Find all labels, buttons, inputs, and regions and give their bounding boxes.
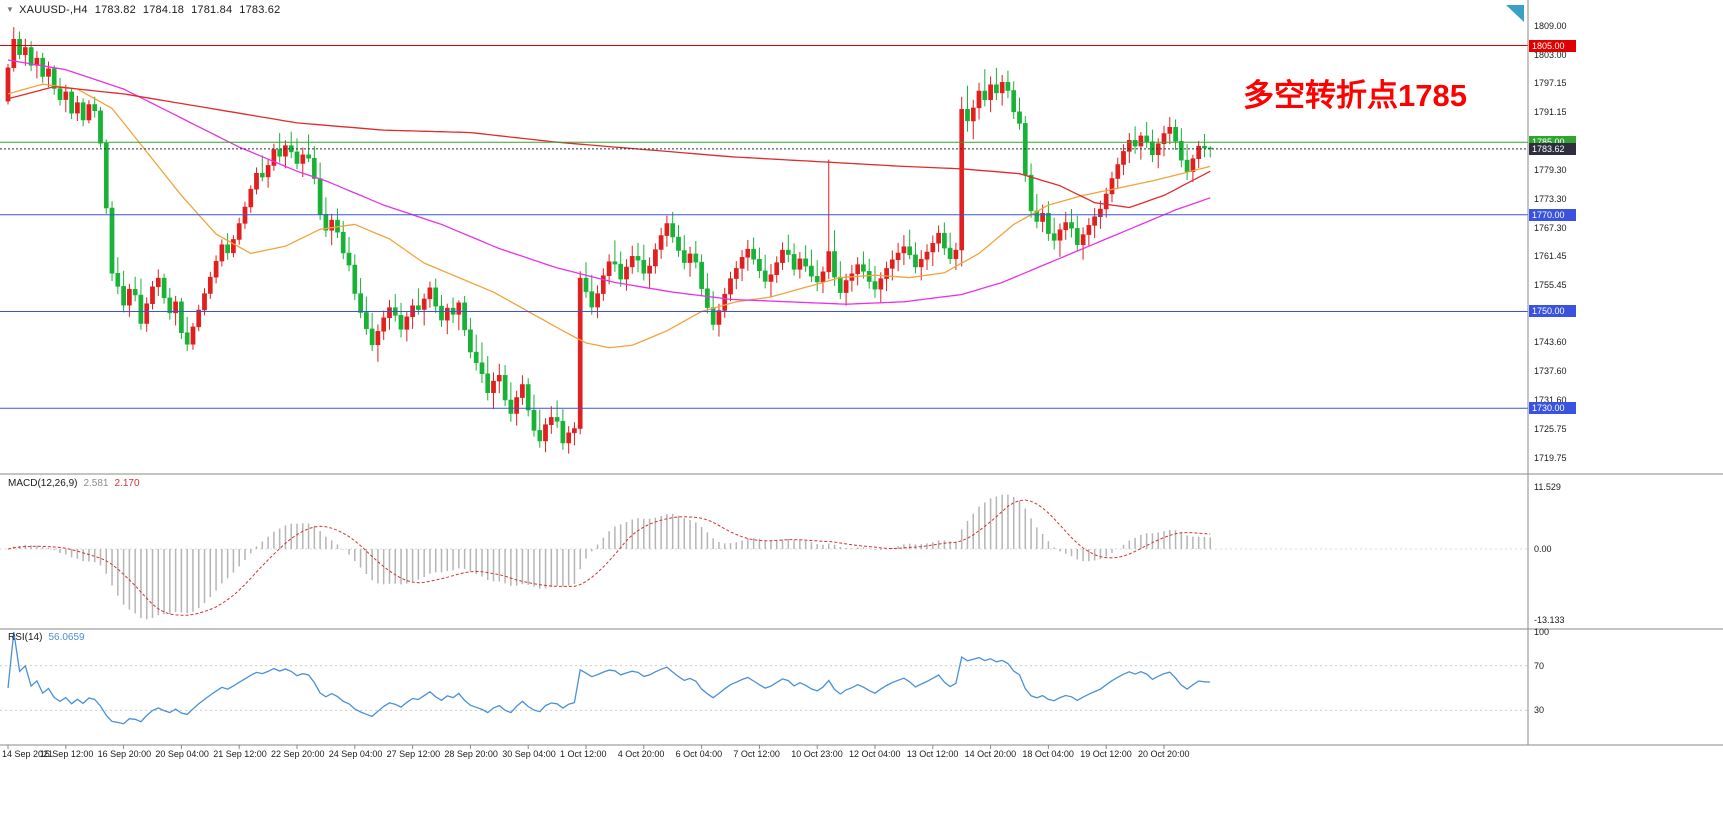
ohlc-close-value: 1783.62 [239, 4, 281, 16]
rsi-value: 56.0659 [48, 632, 85, 643]
macd-panel [0, 494, 1528, 620]
ohlc-open-value: 1783.82 [94, 4, 136, 16]
expand-quote-panel-icon[interactable]: ▼ [6, 5, 15, 14]
symbol-info-bar: ▼ XAUUSD-,H4 1783.82 1784.18 1781.84 1783.62 [6, 4, 287, 16]
rsi-line [7, 631, 1211, 725]
annotation-text: 多空转折点1785 [1243, 78, 1467, 113]
macd-indicator-label: MACD(12,26,9) 2.581 2.170 [8, 478, 140, 489]
rsi-panel [0, 631, 1528, 725]
macd-signal-value: 2.170 [114, 478, 140, 489]
moving-averages-layer [7, 59, 1211, 349]
rsi-indicator-label: RSI(14) 56.0659 [8, 632, 85, 643]
chart-shift-marker-icon[interactable] [1506, 5, 1524, 22]
ohlc-high-value: 1784.18 [142, 4, 185, 16]
candles-layer [5, 27, 1213, 454]
ma-fast-orange [7, 83, 1211, 349]
symbol-timeframe-label: XAUUSD-,H4 [19, 4, 88, 16]
rsi-name: RSI(14) [8, 632, 43, 643]
ma-slow-red [7, 85, 1211, 209]
horizontal-lines-layer[interactable] [0, 45, 1528, 409]
macd-name: MACD(12,26,9) [8, 478, 78, 489]
separators [0, 0, 1723, 749]
macd-signal-line [7, 499, 1211, 616]
macd-main-value: 2.581 [83, 478, 109, 489]
ma-mid-magenta [7, 59, 1211, 305]
ohlc-low-value: 1781.84 [191, 4, 233, 16]
